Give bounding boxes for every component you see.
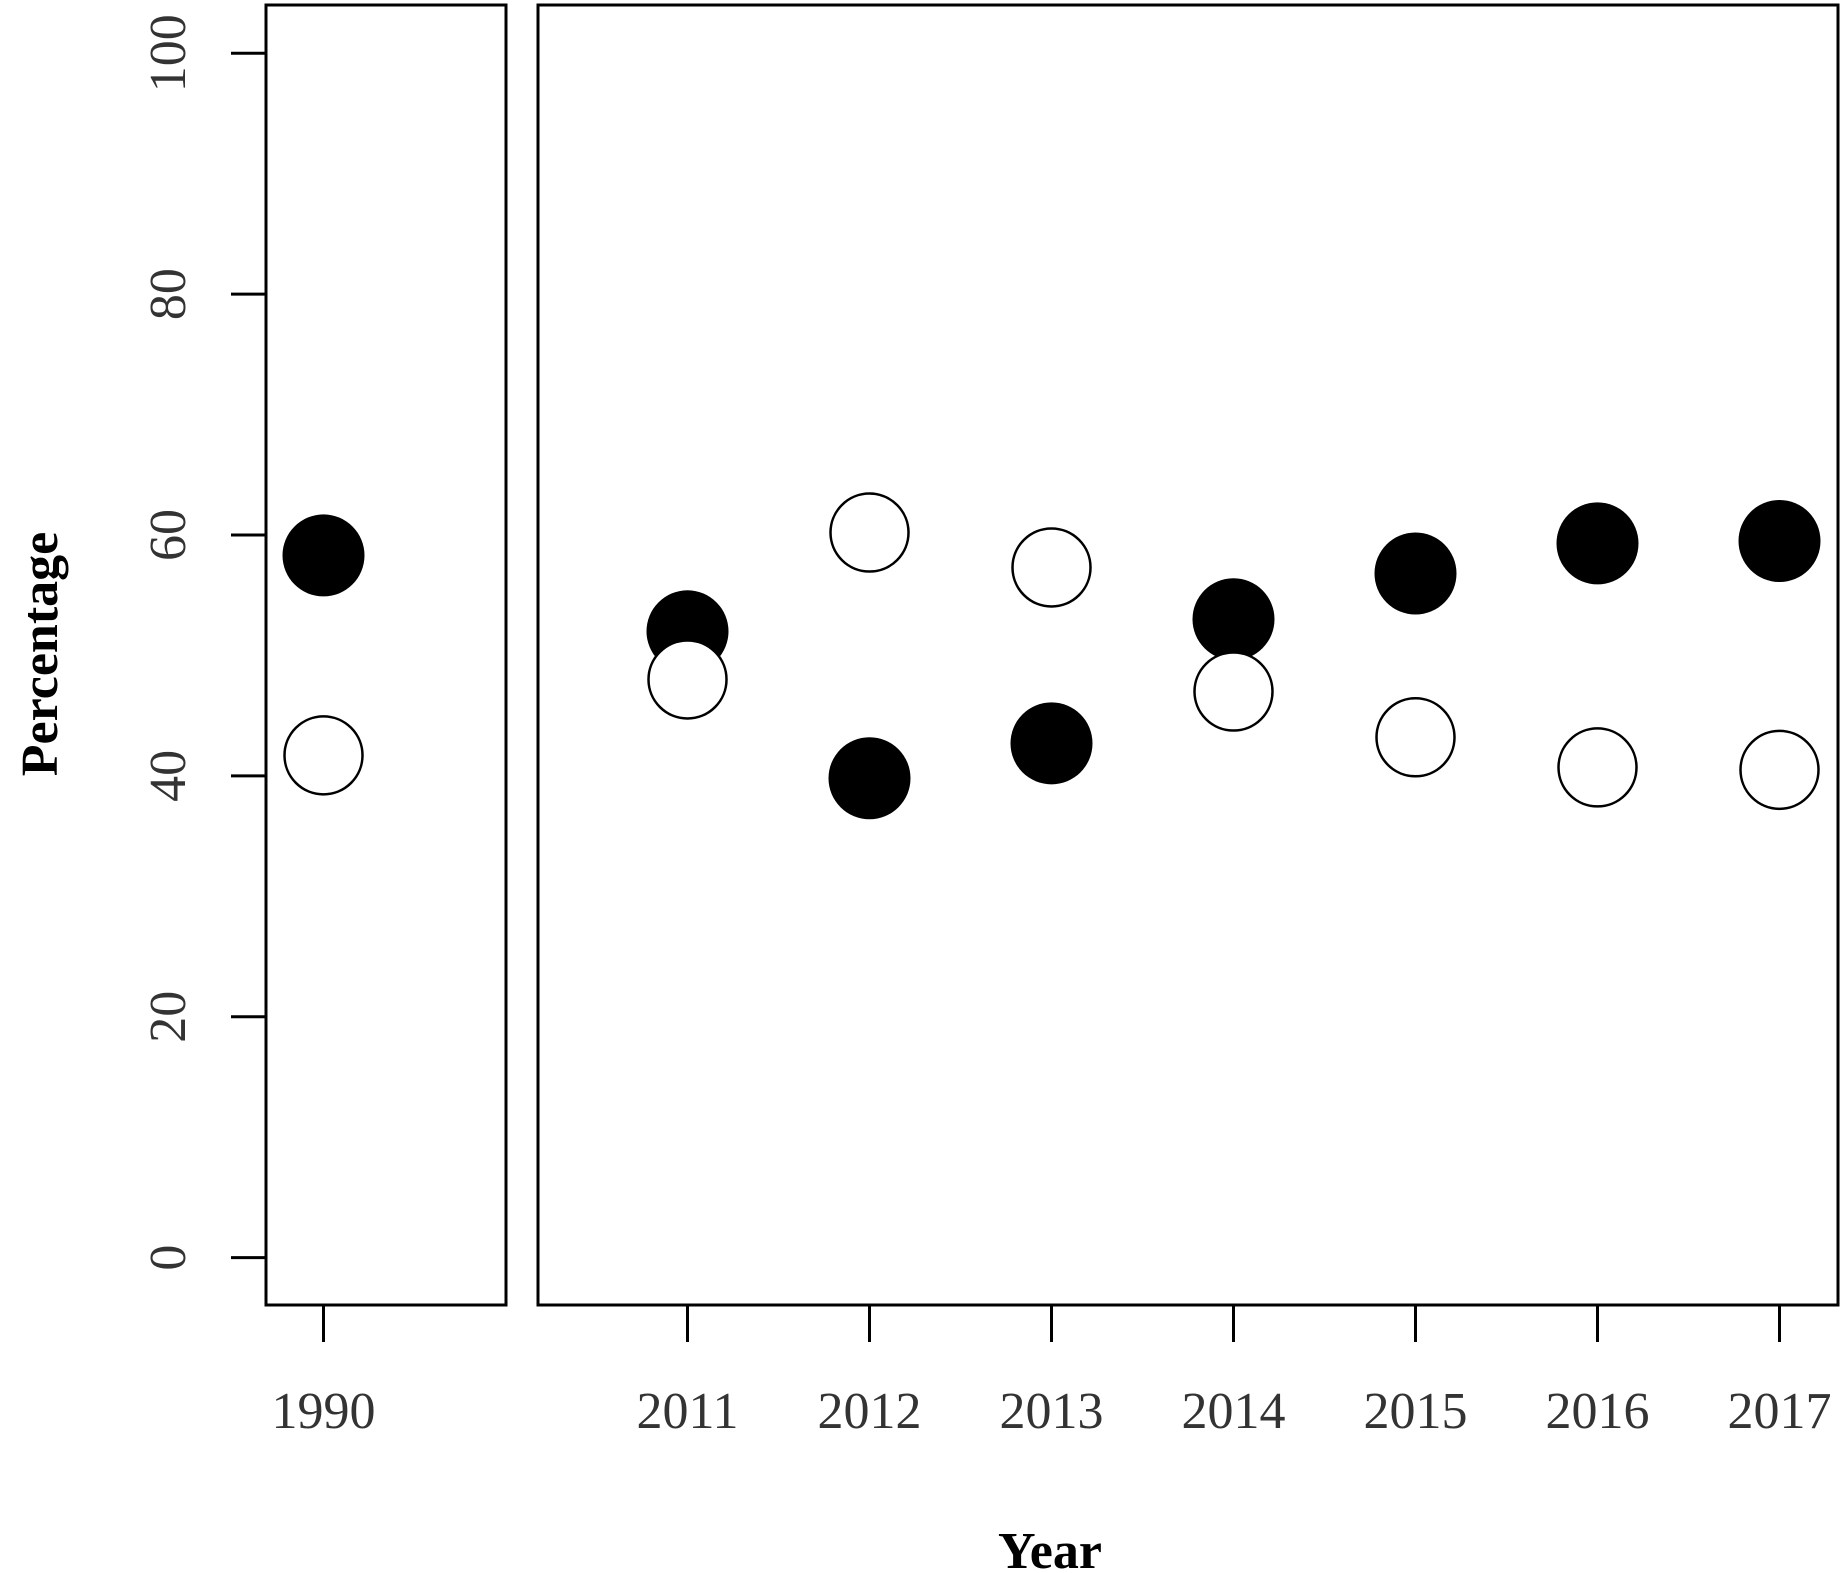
x-tick-label-2016: 2016 xyxy=(1546,1383,1650,1440)
y-tick-label-0: 0 xyxy=(140,1245,197,1271)
panel-frame-2011-2017 xyxy=(536,3,1840,1307)
filled-point-2017 xyxy=(1738,499,1821,582)
x-axis-title: Year xyxy=(998,1523,1102,1573)
x-tick-label-2015: 2015 xyxy=(1364,1383,1468,1440)
x-tick-label-2011: 2011 xyxy=(636,1383,738,1440)
open-point-2017 xyxy=(1739,729,1820,811)
y-tick-label-3: 60 xyxy=(140,509,197,561)
x-tick-label-2014: 2014 xyxy=(1182,1383,1286,1440)
open-point-1990 xyxy=(283,715,364,796)
y-axis-ticks: 0 20 40 60 80 100 xyxy=(140,14,266,1271)
filled-point-1990 xyxy=(282,514,365,597)
x-tick-label-2012: 2012 xyxy=(818,1383,922,1440)
filled-point-2013 xyxy=(1010,702,1093,785)
open-point-2016 xyxy=(1557,727,1638,808)
y-axis-title: Percentage xyxy=(12,532,69,776)
open-point-2011 xyxy=(647,639,728,720)
x-axis-ticks: 1990 2011 2012 2013 2014 2015 2016 2017 xyxy=(272,1305,1832,1440)
y-tick-label-1: 20 xyxy=(140,991,197,1043)
panel-frame-1990 xyxy=(264,3,508,1307)
filled-point-2012 xyxy=(828,737,911,820)
open-point-2012 xyxy=(829,492,910,573)
data-points xyxy=(282,492,1821,820)
y-tick-label-5: 100 xyxy=(140,14,197,92)
x-tick-label-1990: 1990 xyxy=(272,1383,376,1440)
open-point-2015 xyxy=(1375,697,1456,778)
open-point-2014 xyxy=(1193,651,1274,732)
x-tick-label-2017: 2017 xyxy=(1728,1383,1832,1440)
filled-point-2015 xyxy=(1374,532,1457,615)
filled-point-2016 xyxy=(1556,502,1639,585)
filled-point-2014 xyxy=(1192,578,1275,661)
y-tick-label-4: 80 xyxy=(140,268,197,320)
x-tick-label-2013: 2013 xyxy=(1000,1383,1104,1440)
y-tick-label-2: 40 xyxy=(140,750,197,802)
open-point-2013 xyxy=(1011,527,1092,608)
